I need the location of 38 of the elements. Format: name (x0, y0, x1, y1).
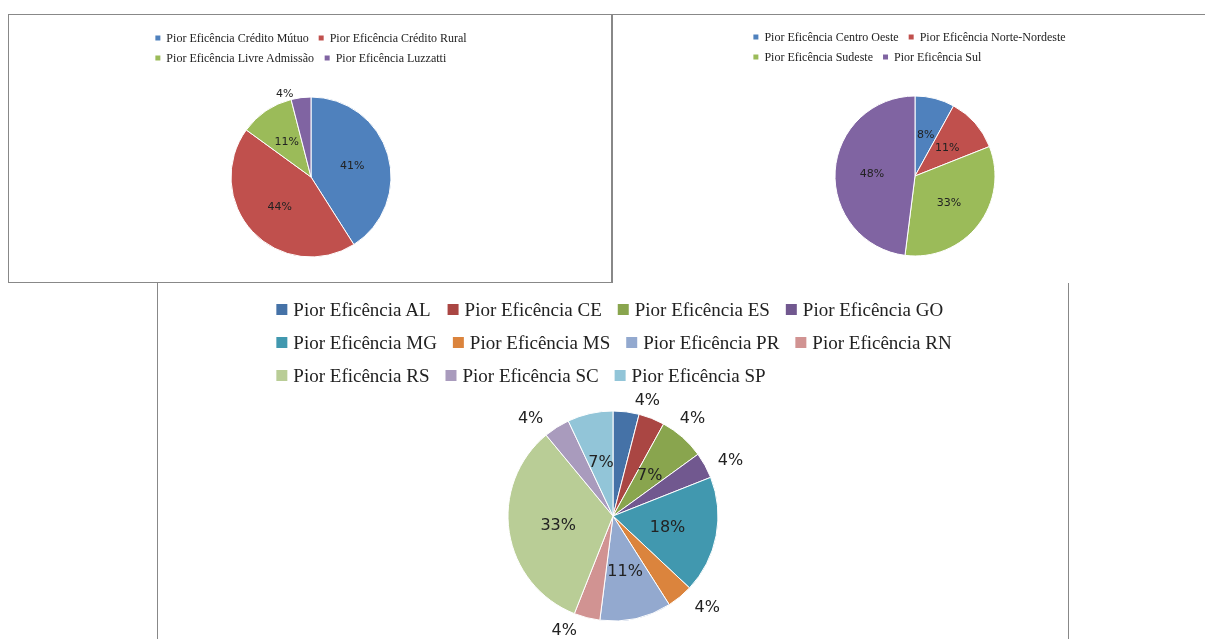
data-label: 4% (634, 390, 661, 410)
data-label: 7% (637, 464, 663, 484)
data-label: 4% (276, 87, 294, 101)
legend-label: Pior Eficência SC (462, 365, 599, 386)
legend-label: Pior Eficência SP (631, 365, 766, 386)
legend-label: Pior Eficência GO (802, 299, 944, 320)
legend-label: Pior Eficência RN (812, 332, 952, 353)
data-label: 4% (679, 408, 706, 428)
data-label: 4% (717, 450, 744, 470)
data-label: 48% (859, 166, 885, 180)
data-label: 33% (936, 195, 962, 209)
legend-label: Pior Eficência Sul (894, 50, 982, 64)
data-label: 44% (267, 199, 292, 213)
legend-label: Pior Eficência Centro Oeste (764, 30, 899, 44)
legend-label: Pior Eficência PR (643, 332, 780, 353)
data-label: 18% (649, 516, 686, 536)
legend-label: Pior Eficência Livre Admissão (166, 51, 315, 65)
data-label: 4% (551, 619, 577, 639)
legend-label: Pior Eficência Luzzatti (335, 51, 447, 65)
legend-label: Pior Eficência AL (293, 299, 431, 320)
legend-label: Pior Eficência ES (634, 299, 770, 320)
data-label: 41% (340, 158, 365, 172)
data-label: 8% (916, 127, 935, 141)
data-label: 33% (540, 515, 576, 535)
data-label: 4% (517, 407, 544, 427)
data-label: 7% (588, 452, 614, 472)
data-label: 11% (935, 141, 960, 155)
legend-label: Pior Eficência MS (469, 332, 611, 353)
legend-label: Pior Eficência CE (464, 299, 602, 320)
legend-label: Pior Eficência RS (293, 365, 430, 386)
data-label: 4% (694, 596, 720, 616)
data-label: 11% (607, 560, 643, 580)
legend-label: Pior Eficência Norte-Nordeste (919, 30, 1066, 44)
legend-label: Pior Eficência Crédito Rural (329, 31, 468, 45)
legend-label: Pior Eficência MG (293, 332, 438, 353)
legend-label: Pior Eficência Crédito Mútuo (166, 31, 309, 45)
legend-label: Pior Eficência Sudeste (764, 50, 874, 64)
data-label: 11% (274, 134, 300, 148)
